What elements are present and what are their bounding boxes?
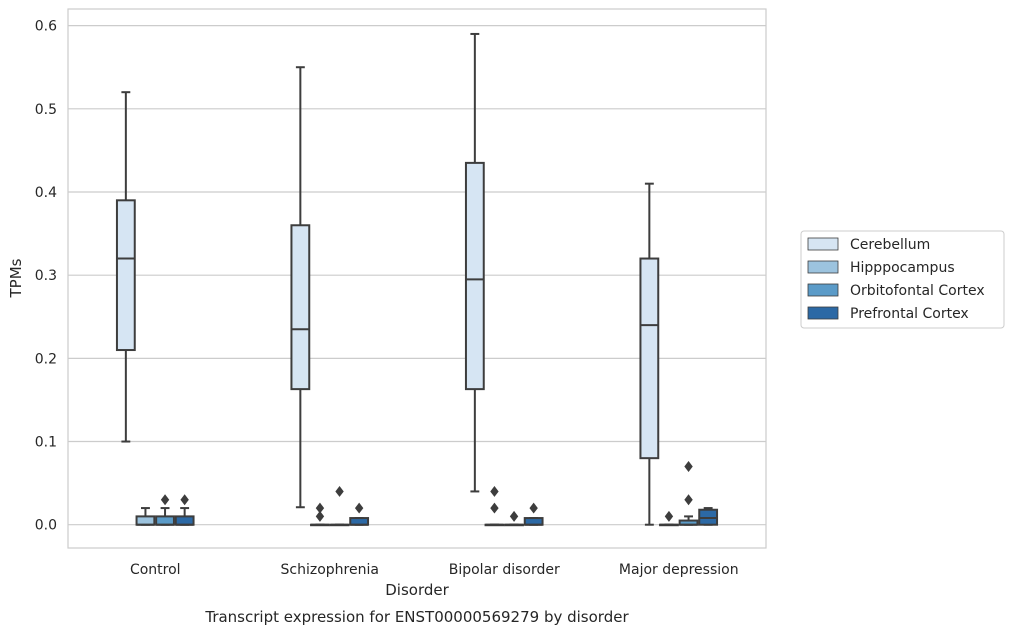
box-plot-mark — [523, 502, 544, 526]
box-plot-mark — [464, 32, 485, 493]
outlier-point — [335, 485, 344, 497]
legend-entry: Prefrontal Cortex — [850, 306, 969, 322]
box-plot-mark — [135, 507, 156, 526]
outlier-point — [529, 502, 538, 514]
outlier-point — [684, 461, 693, 472]
box-plot-mark — [155, 494, 175, 526]
outlier-point — [180, 494, 189, 506]
box-plot-mark — [310, 502, 330, 527]
outlier-point — [315, 510, 325, 522]
x-axis-ticks: Control Schizophrenia Bipolar disorder Majo… — [130, 562, 739, 578]
legend-entry: Cerebellum — [850, 237, 930, 253]
gridlines — [68, 25, 766, 526]
x-tick-label: Major depression — [619, 562, 739, 578]
x-tick-label: Control — [130, 562, 181, 578]
box-plot-mark — [639, 182, 660, 526]
y-tick-label: 0.6 — [35, 19, 57, 35]
box-plot-mark — [484, 485, 505, 527]
box-plot-mark — [349, 502, 370, 526]
box-iqr — [174, 515, 195, 526]
box-iqr — [639, 257, 660, 460]
box-iqr — [115, 199, 136, 352]
y-tick-label: 0.3 — [35, 268, 57, 284]
box-plot-mark — [290, 66, 311, 509]
box-plot-mark — [174, 494, 195, 526]
outlier-point — [684, 494, 693, 506]
series-orbitofontal-cortex — [155, 461, 699, 527]
series-hipppocampus — [135, 485, 679, 527]
y-tick-label: 0.0 — [35, 518, 57, 534]
chart-title: Transcript expression for ENST0000056927… — [204, 608, 629, 626]
legend: Cerebellum Hipppocampus Orbitofontal Corte… — [800, 230, 1005, 329]
legend-entry: Hipppocampus — [850, 260, 955, 276]
plot-area-frame — [67, 8, 767, 549]
box-iqr — [290, 224, 311, 391]
legend-swatch — [807, 260, 839, 274]
outlier-point — [490, 502, 499, 514]
box-plot-mark — [504, 510, 524, 527]
box-plot-mark — [678, 461, 699, 526]
outlier-point — [664, 510, 674, 522]
box-plot-mark — [115, 91, 136, 443]
legend-frame — [800, 230, 1005, 329]
box-series — [115, 32, 719, 527]
y-axis-title: TPMs — [7, 258, 25, 298]
x-tick-label: Schizophrenia — [281, 562, 379, 578]
legend-entry: Orbitofontal Cortex — [850, 283, 985, 299]
y-axis-ticks: 0.0 0.1 0.2 0.3 0.4 0.5 0.6 — [35, 19, 57, 534]
x-axis-title: Disorder — [385, 581, 449, 599]
outlier-point — [160, 494, 170, 506]
outlier-point — [315, 502, 325, 514]
box-iqr — [135, 515, 156, 526]
x-tick-label: Bipolar disorder — [449, 562, 560, 578]
box-iqr — [464, 161, 485, 391]
legend-swatch — [807, 237, 839, 251]
outlier-point — [509, 510, 519, 522]
box-plot-mark — [329, 485, 350, 527]
series-cerebellum — [115, 32, 660, 526]
y-tick-label: 0.4 — [35, 185, 57, 201]
box-plot-mark — [698, 507, 719, 526]
series-prefrontal-cortex — [174, 494, 719, 526]
outlier-point — [490, 485, 499, 497]
legend-swatch — [807, 283, 839, 297]
y-tick-label: 0.1 — [35, 435, 57, 451]
legend-swatch — [807, 306, 839, 320]
box-iqr — [155, 515, 175, 526]
outlier-point — [354, 502, 364, 514]
box-plot-mark — [659, 510, 679, 527]
y-tick-label: 0.5 — [35, 102, 57, 118]
y-tick-label: 0.2 — [35, 351, 57, 367]
